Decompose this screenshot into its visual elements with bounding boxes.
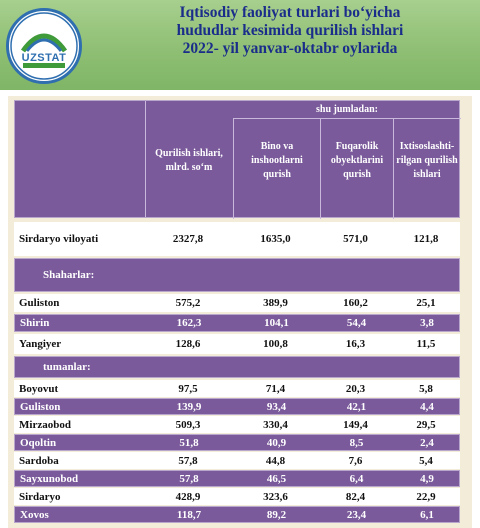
- table-row: Boyovut 97,5 71,4 20,3 5,8: [14, 380, 460, 397]
- divider: [233, 118, 234, 219]
- row-name: Shirin: [20, 317, 50, 329]
- value-total: 2327,8: [172, 233, 204, 245]
- value-civil: 54,4: [346, 317, 367, 329]
- value-specialized: 2,4: [420, 436, 434, 449]
- value-total: 57,8: [178, 454, 198, 467]
- group-header: shu jumladan:: [316, 103, 378, 115]
- row-name: Boyovut: [19, 382, 59, 395]
- table-row: Shirin 162,3 104,1 54,4 3,8: [14, 314, 460, 332]
- divider: [393, 118, 394, 219]
- column-header-specialized: Ixtisoslashti-rilgan qurilish ishlari: [396, 141, 458, 180]
- value-buildings: 71,4: [265, 382, 286, 395]
- value-civil: 6,4: [349, 472, 364, 485]
- value-civil: 16,3: [345, 338, 366, 350]
- column-header-civil: Fuqarolik obyektlarini qurish: [330, 141, 384, 180]
- uzstat-logo: UZSTAT: [6, 8, 82, 84]
- table-row: Oqoltin 51,8 40,9 8,5 2,4: [14, 434, 460, 451]
- table-row: Xovos 118,7 89,2 23,4 6,1: [14, 506, 460, 523]
- row-name: Yangiyer: [19, 338, 62, 350]
- row-name: Guliston: [20, 400, 61, 413]
- value-total: 128,6: [175, 338, 201, 350]
- value-civil: 7,6: [348, 454, 363, 467]
- row-name: Sirdaryo: [19, 490, 61, 503]
- globe-icon: [10, 12, 78, 80]
- divider: [145, 101, 146, 217]
- column-header-total: Qurilish ishlari, mlrd. so‘m: [155, 148, 223, 173]
- row-name: Oqoltin: [20, 436, 57, 449]
- row-name: Guliston: [19, 297, 60, 309]
- value-buildings: 100,8: [263, 338, 288, 350]
- value-buildings: 389,9: [263, 297, 288, 309]
- value-total: 51,8: [179, 436, 199, 449]
- title-line-1: Iqtisodiy faoliyat turlari bo‘yicha: [179, 4, 401, 21]
- value-total: 428,9: [175, 490, 201, 503]
- row-name: Sayxunobod: [20, 472, 79, 485]
- value-civil: 160,2: [343, 297, 368, 309]
- value-buildings: 104,1: [264, 317, 289, 329]
- divider: [233, 118, 461, 119]
- row-name: Xovos: [20, 508, 49, 521]
- value-civil: 20,3: [345, 382, 366, 395]
- value-specialized: 25,1: [416, 297, 436, 309]
- table-row: Sirdaryo 428,9 323,6 82,4 22,9: [14, 488, 460, 505]
- value-total: 139,9: [176, 400, 202, 413]
- title-line-2: hududlar kesimida qurilish ishlari: [176, 22, 404, 39]
- row-name: Mirzaobod: [19, 418, 71, 431]
- value-specialized: 4,4: [420, 400, 434, 413]
- value-total: 57,8: [179, 472, 199, 485]
- value-specialized: 22,9: [416, 490, 436, 503]
- table-row: Mirzaobod 509,3 330,4 149,4 29,5: [14, 416, 460, 433]
- section-label: tumanlar:: [43, 361, 91, 373]
- value-buildings: 40,9: [266, 436, 287, 449]
- value-total: 575,2: [175, 297, 201, 309]
- divider: [320, 118, 321, 219]
- value-buildings: 323,6: [263, 490, 288, 503]
- row-name: Sirdaryo viloyati: [19, 233, 99, 245]
- value-total: 162,3: [176, 317, 202, 329]
- column-header-buildings: Bino va inshootlarni qurish: [251, 141, 303, 180]
- value-specialized: 6,1: [420, 508, 434, 521]
- value-buildings: 1635,0: [260, 233, 291, 245]
- value-civil: 23,4: [346, 508, 367, 521]
- value-civil: 571,0: [343, 233, 368, 245]
- value-buildings: 330,4: [263, 418, 288, 431]
- value-specialized: 29,5: [416, 418, 436, 431]
- logo-text: UZSTAT: [21, 52, 67, 64]
- value-specialized: 5,4: [419, 454, 433, 467]
- value-buildings: 44,8: [265, 454, 286, 467]
- row-name: Sardoba: [19, 454, 59, 467]
- table-row: Guliston 139,9 93,4 42,1 4,4: [14, 398, 460, 415]
- value-specialized: 11,5: [416, 338, 436, 350]
- header-banner: UZSTAT Iqtisodiy faoliyat turlari bo‘yic…: [0, 0, 480, 90]
- value-buildings: 89,2: [266, 508, 287, 521]
- table-row-total: Sirdaryo viloyati 2327,8 1635,0 571,0 12…: [14, 222, 460, 256]
- section-header-districts: tumanlar:: [14, 356, 460, 378]
- table-row: Yangiyer 128,6 100,8 16,3 11,5: [14, 334, 460, 354]
- table-row: Sayxunobod 57,8 46,5 6,4 4,9: [14, 470, 460, 487]
- value-civil: 82,4: [345, 490, 366, 503]
- section-header-cities: Shaharlar:: [14, 258, 460, 292]
- value-specialized: 5,8: [419, 382, 433, 395]
- table-row: Guliston 575,2 389,9 160,2 25,1: [14, 294, 460, 312]
- value-specialized: 121,8: [413, 233, 439, 245]
- value-civil: 42,1: [346, 400, 367, 413]
- value-specialized: 4,9: [420, 472, 434, 485]
- value-civil: 149,4: [343, 418, 368, 431]
- value-buildings: 93,4: [266, 400, 287, 413]
- title-line-3: 2022- yil yanvar-oktabr oylarida: [182, 40, 398, 57]
- table-header: shu jumladan: Qurilish ishlari, mlrd. so…: [14, 100, 461, 219]
- value-total: 118,7: [176, 508, 202, 521]
- table-row: Sardoba 57,8 44,8 7,6 5,4: [14, 452, 460, 469]
- value-total: 509,3: [175, 418, 201, 431]
- value-total: 97,5: [178, 382, 198, 395]
- value-buildings: 46,5: [266, 472, 287, 485]
- section-label: Shaharlar:: [43, 269, 95, 281]
- value-specialized: 3,8: [420, 317, 434, 329]
- value-civil: 8,5: [349, 436, 364, 449]
- page-title: Iqtisodiy faoliyat turlari bo‘yicha hudu…: [120, 4, 460, 58]
